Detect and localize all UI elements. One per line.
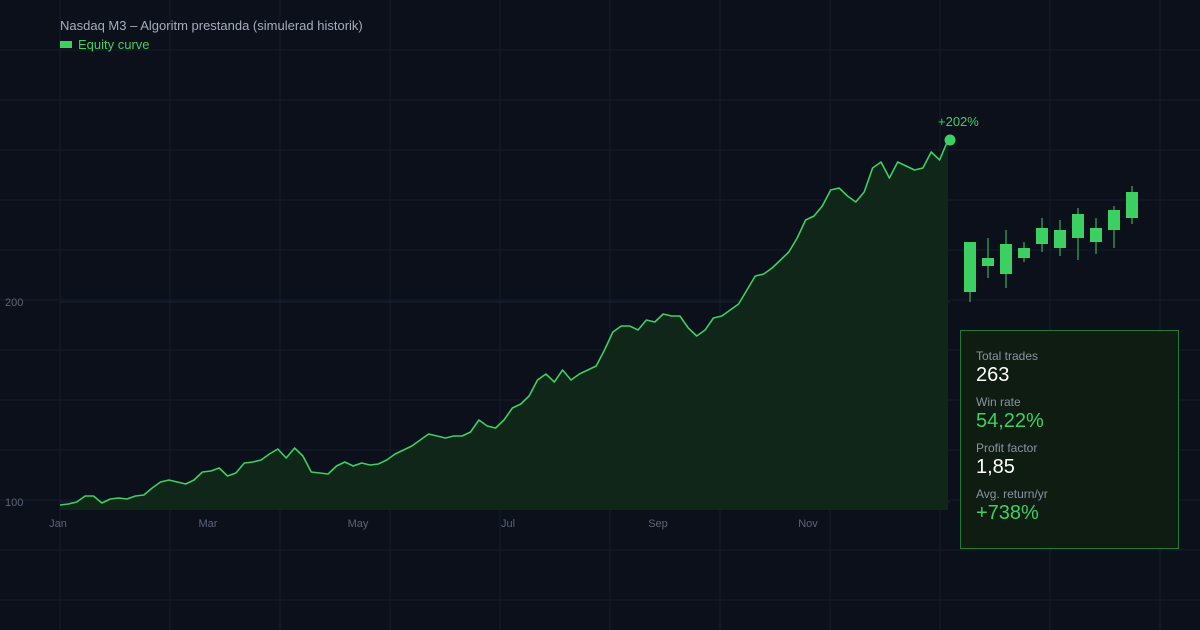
x-tick-label: Mar [199, 518, 218, 530]
candle-body [1036, 228, 1048, 244]
candle-body [982, 258, 994, 266]
x-tick-label: May [348, 518, 369, 530]
legend-label: Equity curve [78, 37, 150, 52]
candle-body [1072, 214, 1084, 238]
x-tick-label: Jul [501, 518, 515, 530]
candle-body [1126, 192, 1138, 218]
stat-value-win-rate: 54,22% [976, 410, 1044, 432]
y-tick-label: 200 [5, 297, 23, 309]
x-tick-label: Nov [798, 518, 818, 530]
stat-label-total-trades: Total trades [976, 349, 1039, 363]
x-tick-label: Sep [648, 518, 668, 530]
equity-end-label: +202% [938, 114, 979, 129]
stat-label-win-rate: Win rate [976, 395, 1021, 409]
stat-value-avg-return: +738% [976, 502, 1039, 524]
candle-body [1090, 228, 1102, 242]
equity-end-marker [944, 134, 956, 146]
candle-body [1108, 210, 1120, 230]
equity-curve-line [59, 139, 949, 506]
stats-panel: Total trades 263 Win rate 54,22% Profit … [960, 330, 1179, 549]
candle-body [964, 242, 976, 292]
candle-body [1054, 230, 1066, 248]
chart-title: Nasdaq M3 – Algoritm prestanda (simulera… [60, 18, 363, 33]
y-tick-label: 100 [5, 497, 23, 509]
stat-value-profit-factor: 1,85 [976, 456, 1015, 478]
legend: Equity curve [60, 37, 150, 52]
stat-label-profit-factor: Profit factor [976, 441, 1038, 455]
candle-body [1000, 244, 1012, 274]
legend-swatch [60, 41, 72, 48]
candle-body [1018, 248, 1030, 258]
stat-label-avg-return: Avg. return/yr [976, 487, 1048, 501]
stat-value-total-trades: 263 [976, 364, 1010, 386]
x-tick-label: Jan [49, 518, 67, 530]
equity-area [60, 140, 948, 510]
